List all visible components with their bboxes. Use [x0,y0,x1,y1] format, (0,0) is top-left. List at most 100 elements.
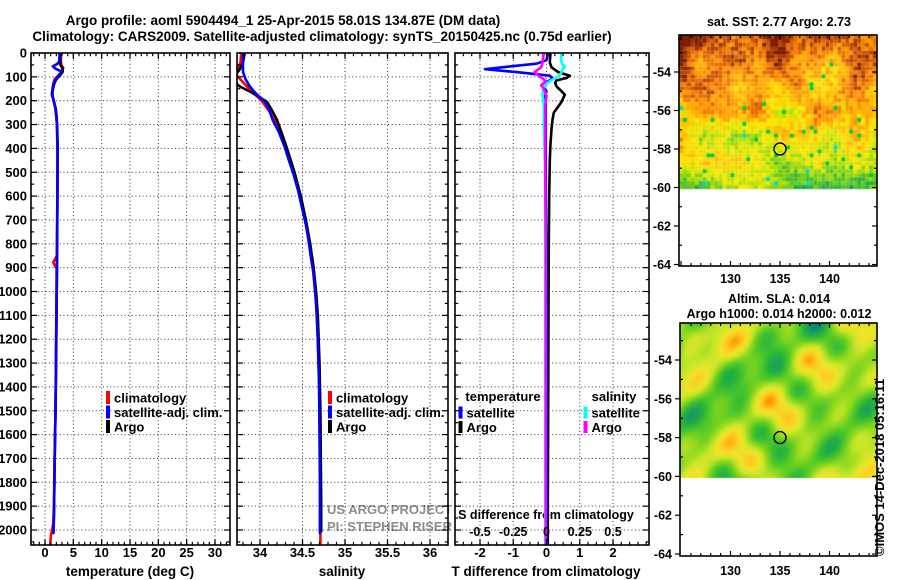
depth-tick-label: 400 [5,141,27,156]
legend-swatch [328,420,332,433]
x-tick-label: 2 [609,545,616,560]
lat-tick-label: -60 [654,470,672,484]
t-difference-axis-label: T difference from climatology [451,564,641,579]
lon-tick-label: 135 [770,272,791,286]
salinity-profile-panel: 34 34.5 35 35.5 36 climatologysatellite-adj. … [236,52,449,560]
credit-line2: PI: STEPHEN RISER [327,519,453,534]
sla-map-panel: 130 135 140 -54 -56 -58 -60 -62 -64 [654,322,878,578]
lon-tick-label: 130 [720,564,741,578]
x-tick-label: 34.5 [290,545,315,560]
lat-tick-label: -56 [654,392,672,406]
x-tick-label: 20 [151,545,165,560]
lat-tick-label: -54 [654,354,672,368]
depth-tick-label: 1300 [0,356,27,371]
temperature-axis-label: temperature (deg C) [66,564,194,579]
x-tick-label: 34 [253,545,268,560]
depth-tick-label: 700 [5,212,27,227]
legend-group-title: temperature [465,389,540,404]
lat-tick-label: -56 [653,104,671,118]
legend-swatch [583,421,588,433]
built-chart-content: 0 5 10 15 20 25 300100200300400500600700800900… [0,34,878,578]
sst-map-panel: 130 135 140 -54 -56 -58 -60 -62 -64 [653,34,878,286]
x-tick-label: 5 [70,545,77,560]
x-tick-label: 15 [123,545,137,560]
legend-label: Argo [592,420,622,435]
figure-title-line2: Climatology: CARS2009. Satellite-adjuste… [32,29,611,44]
lat-tick-label: -64 [653,258,671,272]
legend-swatch [106,420,110,433]
lat-tick-label: -58 [653,143,671,157]
legend-label: climatology [114,391,187,406]
sst-map-title: sat. SST: 2.77 Argo: 2.73 [707,15,851,29]
sla-heatmap-canvas [680,323,877,556]
lat-tick-label: -60 [653,181,671,195]
lon-tick-label: 140 [819,272,840,286]
temperature-profile-series-1 [50,53,63,535]
x-tick-label: 25 [179,545,193,560]
x-tick-label: 1 [576,545,583,560]
float-position-marker [773,430,787,445]
lon-tick-label: 130 [720,272,741,286]
s-tick-label: 0.25 [568,525,592,539]
depth-tick-label: 500 [5,165,27,180]
depth-tick-label: 300 [5,117,27,132]
legend-swatch [328,391,332,404]
legend-swatch [583,406,588,419]
lat-tick-label: -62 [653,220,671,234]
depth-tick-label: 1500 [0,403,27,418]
legend-label: satellite [467,406,515,421]
legend-label: Argo [114,420,144,435]
depth-tick-label: 200 [5,93,27,108]
x-tick-label: 0 [41,545,48,560]
legend-swatch [106,405,110,419]
s-tick-label: 0 [543,525,550,539]
difference-profile-series-3 [533,53,548,545]
lat-tick-label: -64 [654,548,672,562]
legend-label: satellite [592,406,640,421]
depth-tick-label: 1800 [0,475,27,490]
x-tick-label: 35.5 [375,545,400,560]
lat-tick-label: -54 [653,66,671,80]
s-tick-label: -0.5 [469,525,491,539]
sla-map-title-line2: Argo h1000: 0.014 h2000: 0.012 [687,307,872,321]
x-tick-label: -2 [474,545,486,560]
legend-label: Argo [336,420,366,435]
difference-profile-series-1 [546,53,572,545]
lat-tick-label: -58 [654,431,672,445]
lon-tick-label: 140 [819,564,840,578]
legend-swatch [328,405,332,419]
legend-label: satellite-adj. clim. [336,405,444,420]
temperature-profile-panel: 0 5 10 15 20 25 300100200300400500600700800900… [0,46,231,560]
legend-label: satellite-adj. clim. [114,405,222,420]
depth-tick-label: 1000 [0,284,27,299]
imos-watermark: ©IMOS 14-Dec-2018 05:16:11 [872,379,887,556]
x-tick-label: 30 [208,545,222,560]
legend-swatch [458,421,463,433]
depth-tick-label: 1900 [0,499,27,514]
salinity-axis-label: salinity [319,564,366,579]
legend-group-title: salinity [592,389,638,404]
depth-tick-label: 2000 [0,523,27,538]
depth-tick-label: 1100 [0,308,27,323]
depth-tick-label: 1600 [0,427,27,442]
legend-label: Argo [467,420,497,435]
x-tick-label: 0 [543,545,550,560]
lon-tick-label: 135 [770,564,791,578]
sla-map-title-line1: Altim. SLA: 0.014 [728,292,830,306]
depth-tick-label: 1400 [0,379,27,394]
depth-tick-label: 600 [5,189,27,204]
s-tick-label: -0.25 [499,525,528,539]
sst-heatmap-canvas [679,35,877,266]
difference-profile-panel: -2 -1 0 1 2temperaturesatelliteArgosalinitys… [454,52,650,560]
legend-swatch [458,406,463,419]
legend-label: climatology [336,391,409,406]
x-tick-label: 10 [94,545,108,560]
depth-tick-label: 800 [5,236,27,251]
x-tick-label: -1 [507,545,519,560]
x-tick-label: 36 [423,545,437,560]
salinity-profile-series-1 [241,53,322,535]
legend-swatch [106,391,110,404]
depth-tick-label: 900 [5,260,27,275]
depth-tick-label: 1700 [0,451,27,466]
